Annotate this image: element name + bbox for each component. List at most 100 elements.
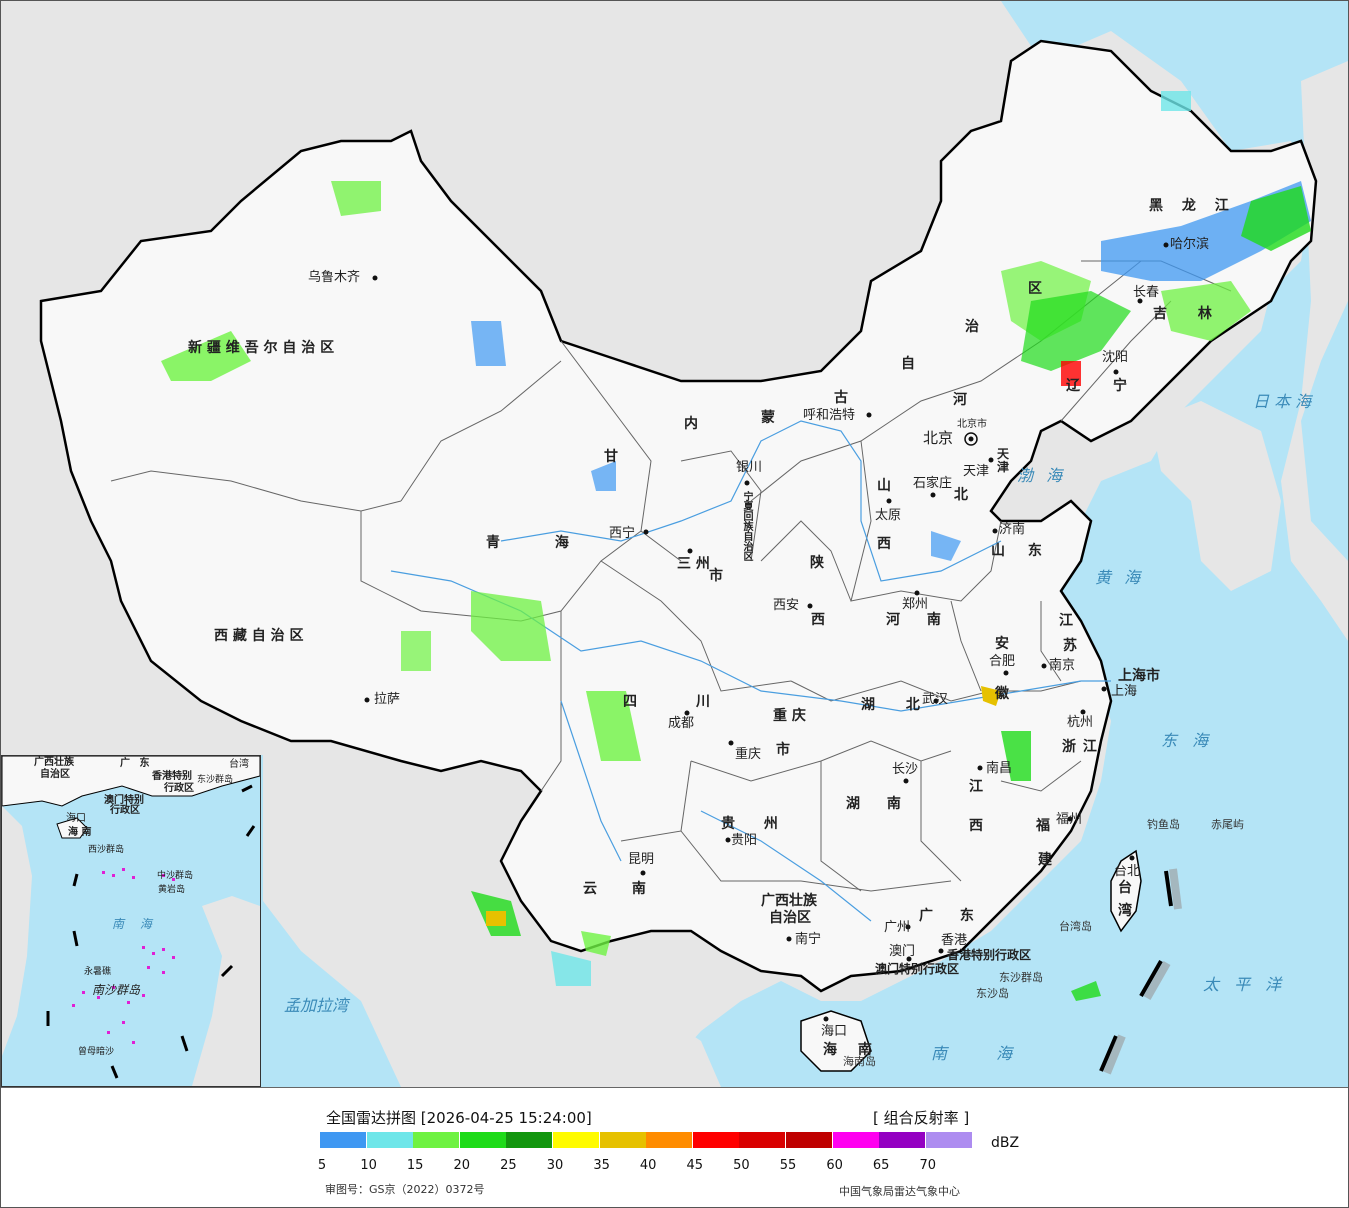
label-gu: 古 <box>834 390 848 406</box>
legend-swatch-40 <box>646 1132 693 1148</box>
label-tai: 台 <box>1118 880 1132 896</box>
island-dongsha-dao: 东沙岛 <box>976 987 1009 1000</box>
legend-swatch-15 <box>413 1132 460 1148</box>
label-bei-hebei: 北 <box>954 487 968 503</box>
island-taiwan: 台湾岛 <box>1059 920 1092 933</box>
label-jiang-jiangsu: 江 <box>1059 613 1073 629</box>
legend-tick-50: 50 <box>733 1158 750 1173</box>
inset-label-macao: 澳门特别 <box>104 795 144 806</box>
legend-swatch-20 <box>459 1132 506 1148</box>
label-xi-shanxi: 西 <box>877 536 891 552</box>
korea-japan-land <box>1151 61 1348 641</box>
legend-swatch-30 <box>553 1132 599 1148</box>
legend-swatch-55 <box>786 1132 832 1148</box>
city-hohhot: 呼和浩特 <box>803 408 856 423</box>
label-sanzhou: 三 州 <box>677 556 710 572</box>
city-beijing: 北京 <box>923 429 954 447</box>
city-taiyuan: 太原 <box>875 508 902 523</box>
inset-label-nansha: 南沙群岛 <box>92 983 141 997</box>
credit-text: 中国气象局雷达气象中心 <box>839 1185 960 1198</box>
label-xi-shaanxi: 西 <box>811 612 825 628</box>
label-he-hebei: 河 <box>953 392 967 408</box>
label-zi: 自 <box>901 356 915 372</box>
legend-tick-5: 5 <box>317 1158 327 1173</box>
legend-swatch-70 <box>925 1132 972 1148</box>
city-wuhan: 武汉 <box>922 692 949 707</box>
taiwan-island <box>1110 849 1142 933</box>
legend-swatch-60 <box>832 1132 879 1148</box>
label-jian: 建 <box>1038 852 1052 868</box>
inset-label-guangdong: 广 东 <box>120 758 150 769</box>
label-an: 安 <box>995 636 1009 652</box>
inset-label-guangxi-zizhiqu: 自治区 <box>40 769 70 780</box>
city-chongqing: 重庆 <box>735 747 762 762</box>
city-harbin: 哈尔滨 <box>1170 237 1210 252</box>
legend-tick-30: 30 <box>546 1158 564 1173</box>
legend-swatch-65 <box>879 1132 926 1148</box>
label-guizhou: 贵 州 <box>721 816 778 832</box>
china-map <box>1 1 1348 1087</box>
city-shenyang: 沈阳 <box>1102 350 1129 365</box>
label-guangxi: 广西壮族 <box>761 893 817 909</box>
label-shanghai-shi: 上海市 <box>1118 668 1160 684</box>
label-chuan: 川 <box>696 694 710 710</box>
label-hongkong-sar: 香港特别行政区 <box>947 948 1032 962</box>
label-henan: 河 南 <box>886 612 941 628</box>
city-chengdu: 成都 <box>668 716 695 731</box>
inset-label-hainan: 海 南 <box>68 827 92 838</box>
label-meng: 蒙 <box>761 410 775 426</box>
legend-swatch-5 <box>320 1132 366 1148</box>
legend-swatch-25 <box>506 1132 553 1148</box>
city-shijiazhuang: 石家庄 <box>913 476 953 491</box>
label-gan: 甘 <box>604 449 618 465</box>
city-tianjin: 天津 <box>963 464 990 479</box>
label-hubei: 湖 北 <box>861 697 920 713</box>
label-hunan: 湖 南 <box>846 796 901 812</box>
label-shandong: 山 东 <box>991 543 1042 559</box>
province-boundaries <box>110 260 1232 892</box>
legend-title: 全国雷达拼图 [2026-04-25 15:24:00] <box>326 1109 592 1127</box>
south-china-sea-inset: 广西壮族 自治区 广 东 香港特别 行政区 澳门特别 行政区 台湾 东沙群岛 海… <box>1 755 261 1087</box>
city-changchun: 长春 <box>1133 285 1160 300</box>
radar-echoes <box>161 91 1311 1001</box>
label-chongqing-shi: 市 <box>776 742 790 758</box>
maritime-boundary-marks <box>1099 870 1173 1072</box>
label-liao: 辽 <box>1066 378 1080 394</box>
island-diaoyu: 钓鱼岛 <box>1147 818 1180 831</box>
legend-tick-65: 65 <box>872 1158 890 1173</box>
label-hainan: 海 南 <box>823 1042 872 1058</box>
map-area[interactable]: 新 疆 维 吾 尔 自 治 区 西 藏 自 治 区 青 海 甘 内 蒙 古 自 … <box>1 1 1348 1088</box>
label-zhi: 治 <box>965 319 979 335</box>
legend-tick-15: 15 <box>406 1158 424 1173</box>
city-guangzhou: 广州 <box>884 920 911 935</box>
city-haikou: 海口 <box>821 1024 848 1039</box>
city-zhengzhou: 郑州 <box>902 597 929 612</box>
maritime-boundary-shadow <box>1103 868 1182 1075</box>
label-beijing-shi: 北京市 <box>957 419 987 430</box>
label-si: 四 <box>623 694 637 710</box>
legend-tick-10: 10 <box>360 1158 377 1173</box>
city-urumqi: 乌鲁木齐 <box>308 270 361 285</box>
label-fu: 福 <box>1036 818 1050 834</box>
legend-swatch-50 <box>739 1132 786 1148</box>
label-shan-shanxi: 山 <box>877 478 891 494</box>
legend-unit: dBZ <box>991 1135 1020 1151</box>
city-hangzhou: 杭州 <box>1067 715 1094 730</box>
city-nanning: 南宁 <box>795 932 822 947</box>
beijing-capital-marker <box>964 432 978 446</box>
city-kunming: 昆明 <box>628 852 655 867</box>
label-xizang: 西 藏 自 治 区 <box>214 628 304 644</box>
city-macao: 澳门 <box>889 944 916 959</box>
label-jiang-jiangxi: 江 <box>969 779 983 795</box>
label-jin: 津 <box>997 460 1010 474</box>
label-nei: 内 <box>684 416 698 432</box>
legend-tick-25: 25 <box>500 1158 517 1173</box>
legend-tick-60: 60 <box>826 1158 843 1173</box>
inset-svg <box>2 756 260 1086</box>
inset-label-taiwan: 台湾 <box>229 759 249 770</box>
city-xining: 西宁 <box>609 526 636 541</box>
legend-swatch-10 <box>366 1132 413 1148</box>
label-guangdong: 广 东 <box>919 908 974 924</box>
city-lhasa: 拉萨 <box>374 692 401 707</box>
